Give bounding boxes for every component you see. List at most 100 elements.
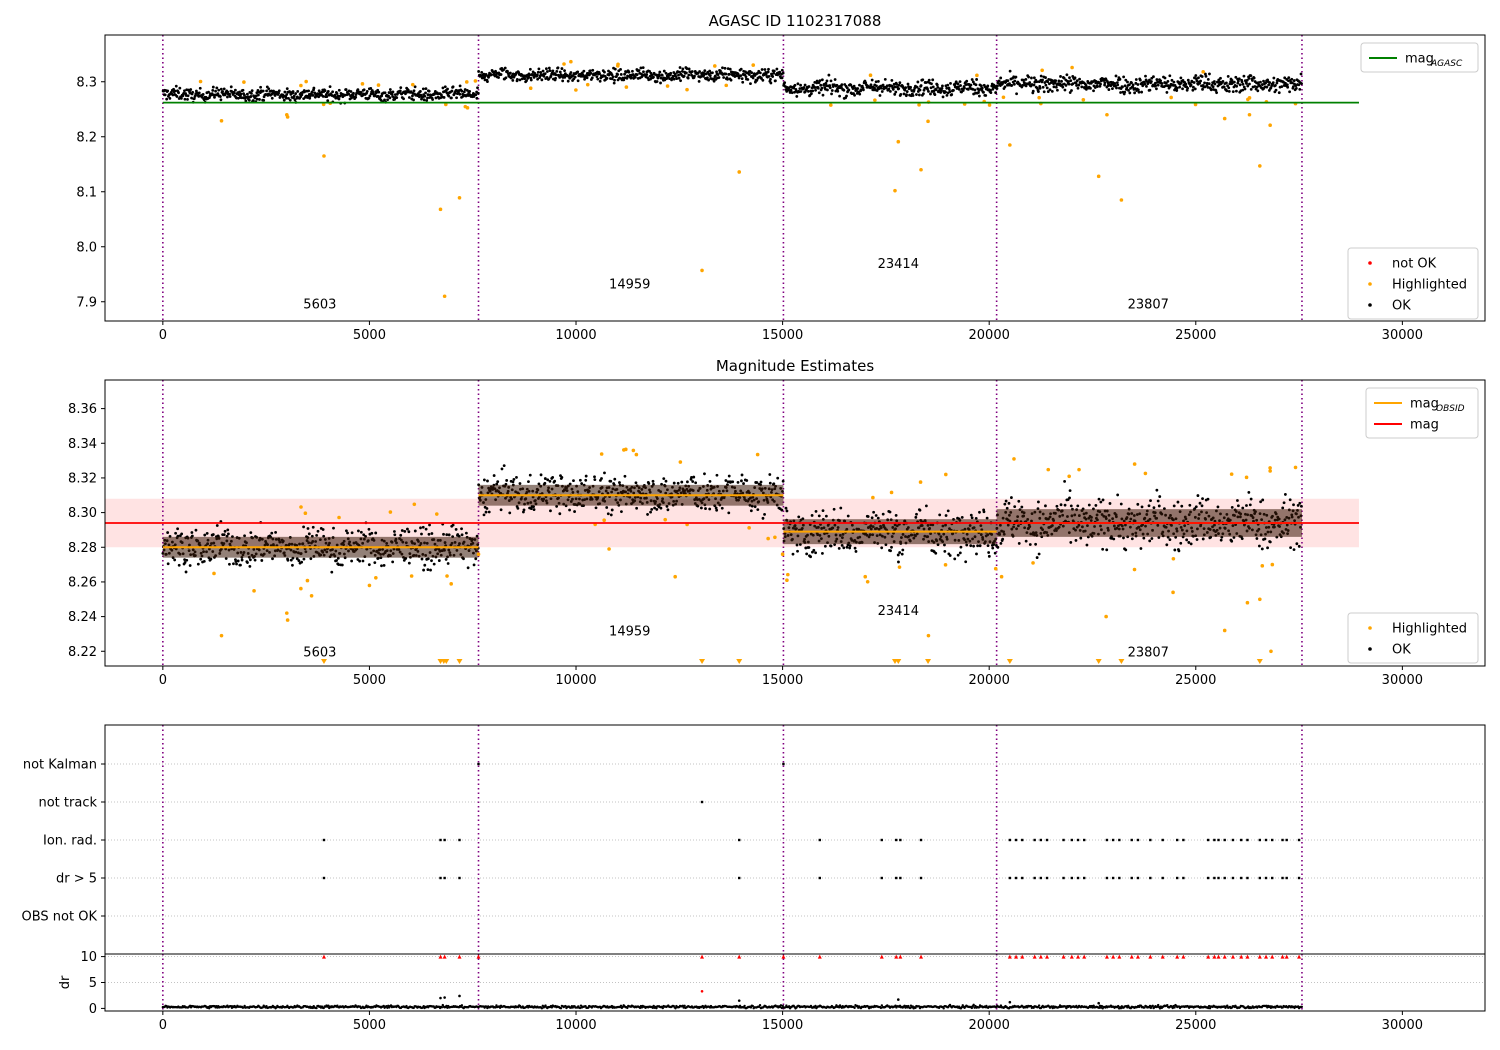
ok-point — [651, 479, 655, 483]
ok-point — [896, 553, 900, 557]
ok-point — [641, 66, 645, 70]
flag-point — [1008, 876, 1012, 880]
ok-point — [1175, 86, 1179, 90]
ok-point — [969, 544, 973, 548]
ok-point — [356, 88, 360, 92]
ok-point — [889, 549, 892, 553]
ok-point — [741, 80, 745, 84]
ok-point — [693, 74, 696, 78]
ok-point — [727, 72, 731, 76]
ok-point — [711, 71, 714, 75]
ok-point — [568, 482, 572, 486]
highlighted-point — [412, 502, 417, 507]
ok-point — [1288, 90, 1291, 94]
ok-point — [814, 551, 817, 555]
ok-point — [986, 544, 990, 548]
ok-point — [548, 69, 552, 72]
ok-point — [1078, 77, 1081, 81]
ok-point — [248, 564, 252, 568]
ok-point — [1068, 76, 1071, 80]
highlighted-point — [665, 84, 670, 88]
ok-point — [805, 552, 809, 556]
flag-point — [880, 838, 883, 842]
ok-point — [699, 75, 703, 78]
ok-point — [532, 505, 535, 509]
ok-point — [1299, 504, 1303, 508]
ok-point — [361, 559, 365, 563]
ok-point — [840, 543, 844, 547]
highlighted-point — [897, 565, 902, 569]
ok-point — [1295, 542, 1299, 546]
ok-point — [1068, 489, 1072, 493]
highlighted-outlier — [1247, 112, 1252, 117]
flag-point — [1217, 876, 1220, 880]
highlighted-point — [434, 512, 439, 516]
ok-point — [451, 523, 455, 527]
ok-point — [1222, 85, 1226, 89]
ok-point — [1204, 72, 1207, 76]
ok-point — [399, 533, 403, 537]
ok-point — [265, 89, 269, 93]
ok-point — [635, 73, 639, 77]
ok-point — [895, 82, 899, 86]
highlighted-point — [305, 578, 310, 583]
ok-point — [190, 534, 194, 538]
ok-point — [377, 90, 381, 94]
ok-point — [588, 69, 592, 73]
ok-point — [1274, 88, 1278, 92]
ok-point — [1194, 505, 1198, 509]
ok-point — [458, 84, 462, 88]
ok-point — [561, 79, 565, 83]
ok-point — [1138, 78, 1142, 82]
ok-point — [1148, 78, 1151, 82]
ok-point — [816, 86, 820, 90]
ok-point — [821, 509, 825, 513]
ok-point — [1099, 82, 1102, 86]
ok-point — [1172, 80, 1176, 84]
ok-point — [1064, 83, 1068, 87]
highlighted-outlier — [285, 115, 290, 119]
ok-point — [948, 554, 952, 557]
ok-point — [1123, 84, 1127, 88]
ok-point — [486, 80, 489, 84]
ok-point — [1152, 75, 1155, 79]
flag-point — [818, 876, 821, 880]
ok-point — [1297, 83, 1301, 87]
ok-point — [386, 98, 389, 102]
highlighted-outlier — [780, 552, 785, 556]
ok-point — [669, 71, 673, 75]
ok-point — [443, 85, 447, 89]
ok-point — [1191, 88, 1195, 92]
ok-point — [909, 85, 912, 89]
ok-point — [580, 482, 584, 485]
ok-point — [1292, 79, 1296, 82]
ok-point — [451, 85, 455, 89]
ok-point — [528, 67, 532, 71]
ok-point — [1123, 90, 1127, 94]
ok-point — [653, 506, 656, 510]
ok-point — [1077, 83, 1081, 87]
x-tick-label: 15000 — [762, 328, 803, 343]
ok-point — [613, 78, 616, 82]
ok-point — [1225, 89, 1229, 93]
ok-point — [820, 78, 824, 82]
highlighted-point — [1037, 95, 1041, 100]
ok-point — [1203, 81, 1206, 85]
ok-point — [1213, 82, 1217, 86]
ok-point — [971, 80, 975, 84]
ok-point — [1268, 540, 1272, 544]
ok-point — [262, 99, 266, 102]
ok-point — [283, 90, 287, 94]
ok-point — [956, 82, 960, 86]
ok-point — [484, 510, 488, 514]
ok-point — [1165, 91, 1169, 94]
flag-category-label: not Kalman — [23, 758, 97, 773]
ok-point — [887, 87, 891, 91]
ok-point — [943, 550, 947, 553]
ok-point — [350, 559, 354, 563]
flag-point — [1045, 876, 1049, 880]
ok-point — [284, 96, 288, 100]
ok-point — [382, 563, 386, 567]
ok-point — [444, 557, 448, 561]
highlighted-outlier — [284, 611, 289, 615]
